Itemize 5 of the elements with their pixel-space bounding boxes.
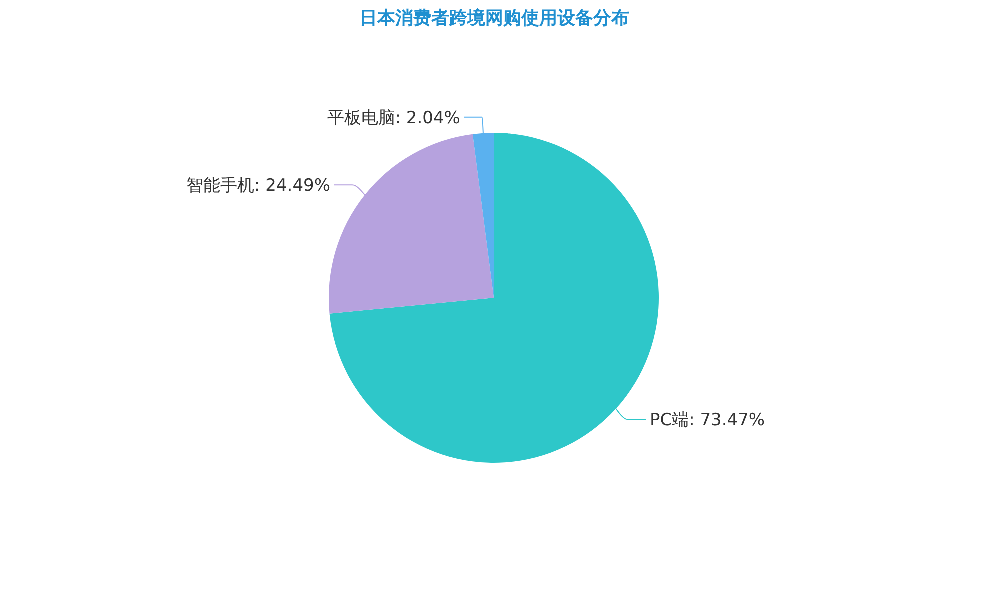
slice-label: PC端: 73.47% [650, 410, 766, 431]
pie-slice [329, 134, 494, 314]
slice-label: 平板电脑: 2.04% [327, 108, 460, 128]
slice-label: 智能手机: 24.49% [186, 176, 330, 196]
chart-title: 日本消费者跨境网购使用设备分布 [360, 8, 630, 29]
